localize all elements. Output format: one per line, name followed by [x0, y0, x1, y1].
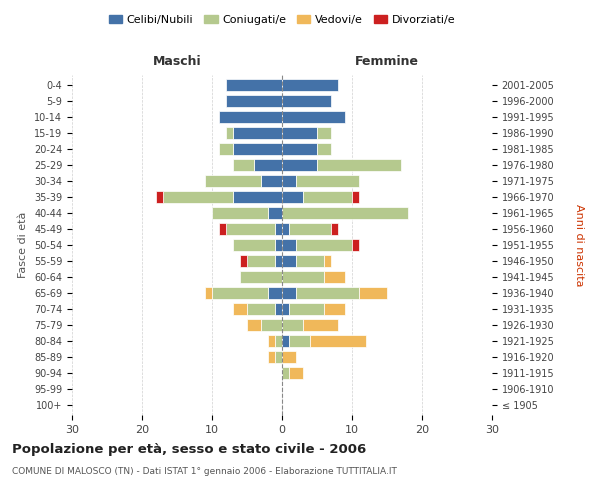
Bar	[289, 368, 303, 380]
Bar	[282, 255, 296, 267]
Bar	[205, 175, 261, 187]
Bar	[324, 255, 331, 267]
Bar	[268, 335, 275, 347]
Bar	[282, 159, 317, 171]
Bar	[275, 351, 282, 364]
Text: Popolazione per età, sesso e stato civile - 2006: Popolazione per età, sesso e stato civil…	[12, 442, 366, 456]
Bar	[282, 78, 338, 90]
Bar	[282, 335, 289, 347]
Bar	[254, 159, 282, 171]
Bar	[296, 239, 352, 251]
Bar	[226, 223, 275, 235]
Bar	[310, 335, 366, 347]
Bar	[282, 191, 303, 203]
Bar	[219, 223, 226, 235]
Bar	[282, 143, 317, 155]
Bar	[289, 303, 324, 315]
Bar	[282, 351, 296, 364]
Bar	[275, 303, 282, 315]
Bar	[261, 319, 282, 331]
Text: Maschi: Maschi	[152, 55, 202, 68]
Bar	[219, 110, 282, 122]
Bar	[240, 255, 247, 267]
Bar	[275, 223, 282, 235]
Bar	[247, 255, 275, 267]
Bar	[282, 207, 408, 219]
Bar	[303, 319, 338, 331]
Bar	[233, 143, 282, 155]
Bar	[233, 303, 247, 315]
Bar	[282, 94, 331, 106]
Bar	[205, 287, 212, 299]
Bar	[352, 191, 359, 203]
Legend: Celibi/Nubili, Coniugati/e, Vedovi/e, Divorziati/e: Celibi/Nubili, Coniugati/e, Vedovi/e, Di…	[104, 10, 460, 29]
Text: Femmine: Femmine	[355, 55, 419, 68]
Bar	[296, 175, 359, 187]
Bar	[324, 303, 345, 315]
Bar	[282, 223, 289, 235]
Bar	[156, 191, 163, 203]
Bar	[233, 191, 282, 203]
Bar	[324, 271, 345, 283]
Bar	[282, 303, 289, 315]
Y-axis label: Anni di nascita: Anni di nascita	[574, 204, 584, 286]
Bar	[163, 191, 233, 203]
Bar	[240, 271, 282, 283]
Bar	[275, 335, 282, 347]
Bar	[226, 78, 282, 90]
Bar	[268, 207, 282, 219]
Bar	[289, 223, 331, 235]
Bar	[247, 303, 275, 315]
Bar	[317, 143, 331, 155]
Bar	[219, 143, 233, 155]
Bar	[282, 110, 345, 122]
Bar	[282, 287, 296, 299]
Bar	[296, 287, 359, 299]
Bar	[226, 126, 233, 138]
Bar	[282, 368, 289, 380]
Bar	[303, 191, 352, 203]
Text: COMUNE DI MALOSCO (TN) - Dati ISTAT 1° gennaio 2006 - Elaborazione TUTTITALIA.IT: COMUNE DI MALOSCO (TN) - Dati ISTAT 1° g…	[12, 468, 397, 476]
Bar	[212, 207, 268, 219]
Bar	[282, 175, 296, 187]
Bar	[233, 239, 275, 251]
Bar	[212, 287, 268, 299]
Bar	[233, 126, 282, 138]
Bar	[282, 271, 324, 283]
Bar	[317, 126, 331, 138]
Bar	[296, 255, 324, 267]
Bar	[282, 126, 317, 138]
Bar	[282, 239, 296, 251]
Bar	[359, 287, 387, 299]
Bar	[268, 351, 275, 364]
Bar	[247, 319, 261, 331]
Bar	[282, 319, 303, 331]
Bar	[226, 94, 282, 106]
Bar	[352, 239, 359, 251]
Y-axis label: Fasce di età: Fasce di età	[19, 212, 28, 278]
Bar	[275, 239, 282, 251]
Bar	[261, 175, 282, 187]
Bar	[268, 287, 282, 299]
Bar	[317, 159, 401, 171]
Bar	[331, 223, 338, 235]
Bar	[233, 159, 254, 171]
Bar	[275, 255, 282, 267]
Bar	[289, 335, 310, 347]
